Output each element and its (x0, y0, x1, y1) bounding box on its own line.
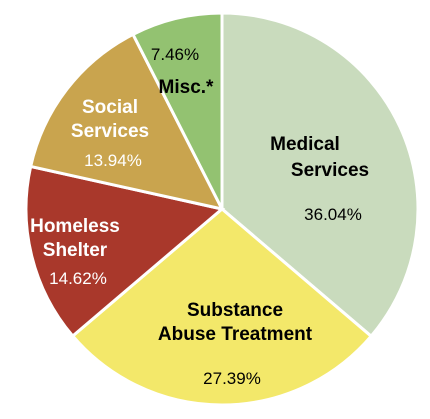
slice-label-misc-line-1: Misc.* (159, 77, 215, 98)
slice-value-label-social-services: 13.94% (84, 151, 142, 170)
slice-value-label-medical-services: 36.04% (304, 205, 362, 224)
slice-label-homeless-shelter-line-1: Homeless (30, 216, 120, 237)
slice-value-label-homeless-shelter: 14.62% (49, 269, 107, 288)
slice-label-social-services-line-1: Social (82, 97, 138, 118)
slice-label-medical-services-line-2: Services (291, 160, 369, 181)
pie-slice-misc (130, 11, 224, 210)
pie-slice-social-services (28, 32, 225, 212)
slice-label-social-services-line-2: Services (71, 121, 149, 142)
pie-slice-homeless-shelter (24, 164, 226, 339)
slice-label-medical-services-line-1: Medical (270, 134, 340, 155)
slice-label-substance-abuse-treatment-line-1: Substance (187, 300, 283, 321)
slice-label-homeless-shelter-line-2: Shelter (43, 240, 108, 261)
slice-value-label-substance-abuse-treatment: 27.39% (203, 369, 261, 388)
slice-label-substance-abuse-treatment-line-2: Abuse Treatment (158, 324, 313, 345)
slice-value-label-misc: 7.46% (151, 45, 199, 64)
pie-slice-medical-services (220, 11, 420, 339)
pie-slice-substance-abuse-treatment (70, 207, 374, 407)
